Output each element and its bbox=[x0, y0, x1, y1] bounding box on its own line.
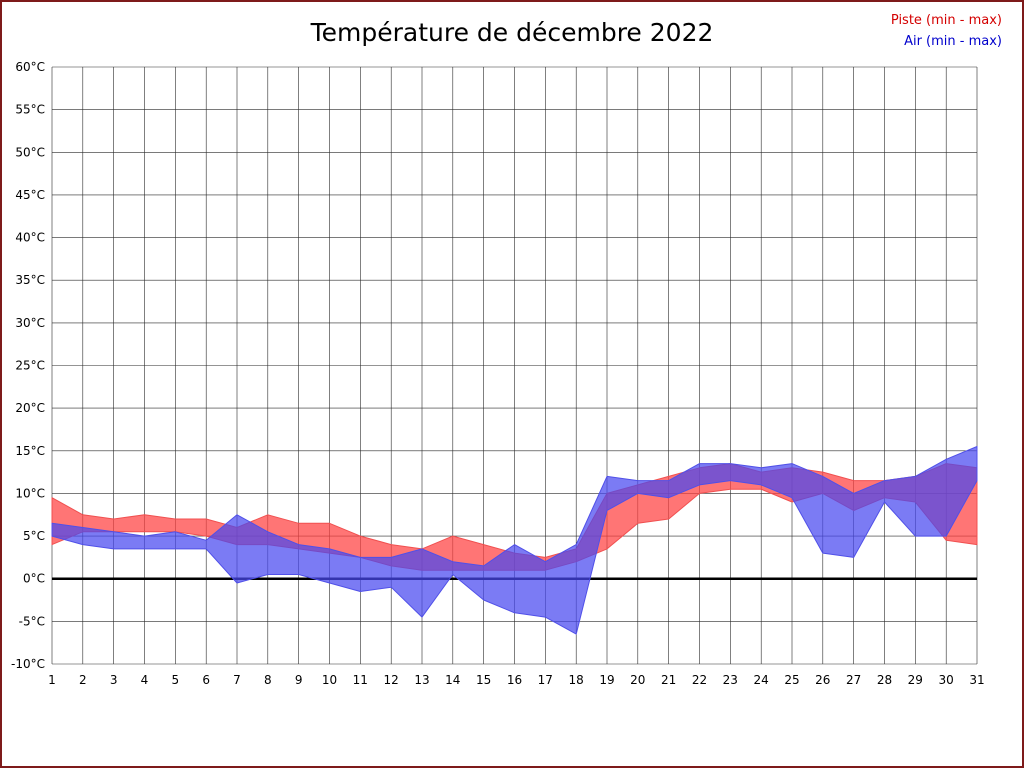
y-tick-label: 0°C bbox=[23, 572, 45, 586]
x-tick-label: 28 bbox=[877, 673, 892, 687]
x-tick-label: 18 bbox=[569, 673, 584, 687]
x-tick-label: 20 bbox=[630, 673, 645, 687]
y-tick-label: 30°C bbox=[15, 316, 45, 330]
x-tick-label: 15 bbox=[476, 673, 491, 687]
x-tick-label: 26 bbox=[815, 673, 830, 687]
x-tick-label: 4 bbox=[141, 673, 149, 687]
x-tick-label: 31 bbox=[969, 673, 984, 687]
x-tick-label: 19 bbox=[599, 673, 614, 687]
x-tick-label: 10 bbox=[322, 673, 337, 687]
x-tick-label: 7 bbox=[233, 673, 241, 687]
chart-title: Température de décembre 2022 bbox=[310, 18, 714, 47]
y-tick-label: 55°C bbox=[15, 103, 45, 117]
y-tick-label: 35°C bbox=[15, 273, 45, 287]
air-min-max-band bbox=[51, 446, 978, 635]
x-tick-label: 6 bbox=[202, 673, 210, 687]
x-tick-label: 13 bbox=[414, 673, 429, 687]
x-tick-label: 2 bbox=[79, 673, 87, 687]
x-tick-label: 23 bbox=[723, 673, 738, 687]
y-tick-label: 5°C bbox=[23, 529, 45, 543]
y-tick-label: 40°C bbox=[15, 231, 45, 245]
x-tick-label: 27 bbox=[846, 673, 861, 687]
y-tick-label: 25°C bbox=[15, 359, 45, 373]
x-tick-label: 3 bbox=[110, 673, 118, 687]
y-tick-label: -10°C bbox=[11, 657, 45, 671]
x-tick-label: 30 bbox=[939, 673, 954, 687]
x-tick-label: 24 bbox=[754, 673, 769, 687]
y-tick-label: 60°C bbox=[15, 60, 45, 74]
y-tick-label: 20°C bbox=[15, 401, 45, 415]
x-tick-label: 9 bbox=[295, 673, 303, 687]
legend-item-piste: Piste (min - max) bbox=[890, 13, 1002, 28]
x-tick-label: 12 bbox=[384, 673, 399, 687]
y-tick-label: 50°C bbox=[15, 145, 45, 159]
x-tick-label: 16 bbox=[507, 673, 522, 687]
legend-item-air: Air (min - max) bbox=[904, 34, 1002, 49]
y-tick-label: 10°C bbox=[15, 486, 45, 500]
x-tick-label: 25 bbox=[784, 673, 799, 687]
y-tick-label: 45°C bbox=[15, 188, 45, 202]
x-tick-label: 22 bbox=[692, 673, 707, 687]
x-tick-label: 8 bbox=[264, 673, 272, 687]
x-tick-label: 11 bbox=[353, 673, 368, 687]
x-tick-label: 14 bbox=[445, 673, 460, 687]
x-tick-label: 1 bbox=[48, 673, 56, 687]
grid-lines bbox=[51, 66, 978, 665]
x-tick-label: 17 bbox=[538, 673, 553, 687]
y-tick-label: 15°C bbox=[15, 444, 45, 458]
x-tick-label: 5 bbox=[171, 673, 179, 687]
x-tick-label: 21 bbox=[661, 673, 676, 687]
y-tick-label: -5°C bbox=[19, 614, 45, 628]
x-tick-label: 29 bbox=[908, 673, 923, 687]
chart-legend: Piste (min - max) Air (min - max) bbox=[891, 10, 1002, 52]
